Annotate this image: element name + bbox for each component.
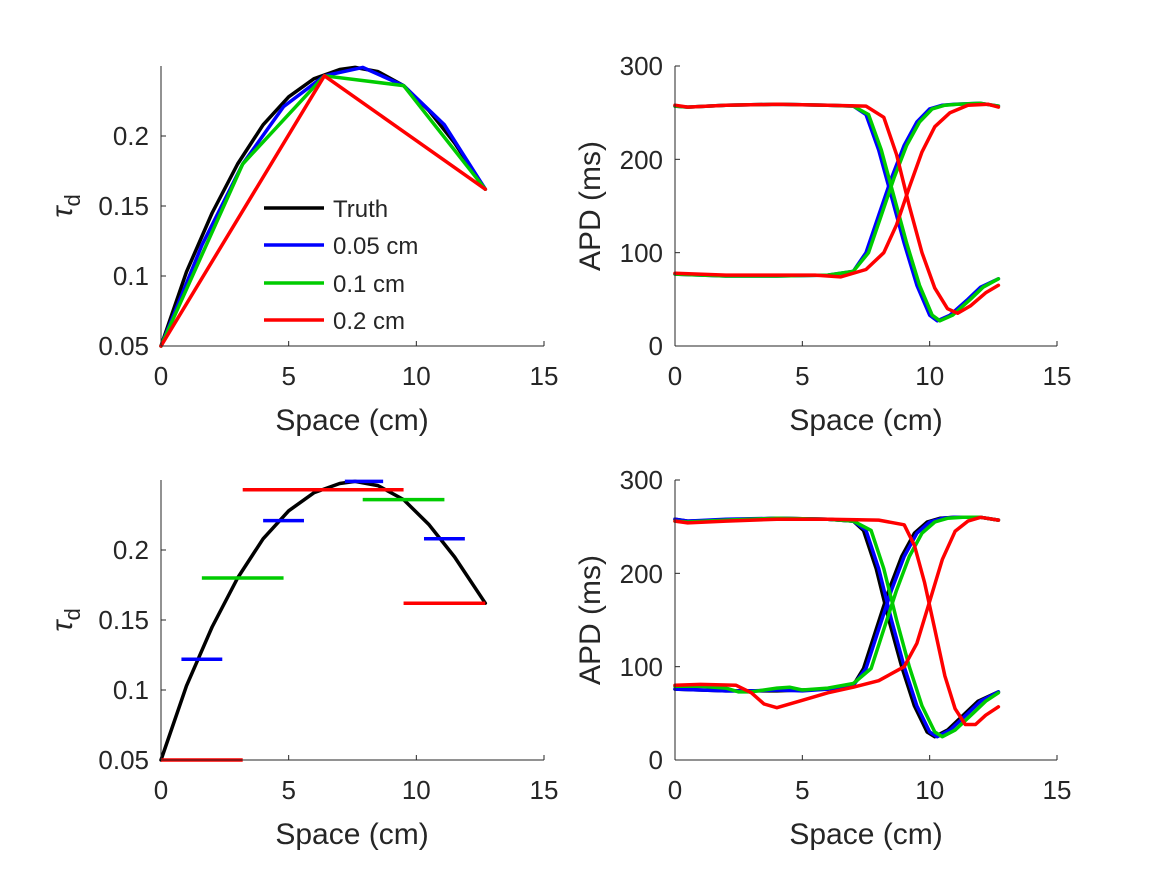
series-truth	[159, 479, 488, 762]
series-0-2-cm-lower	[673, 515, 1001, 710]
y-tick-label: 0	[649, 745, 663, 775]
x-tick-label: 15	[1043, 361, 1072, 391]
y-tick-label: 200	[620, 559, 663, 589]
series-0-2-cm-upper	[673, 102, 1001, 316]
tick-marks	[674, 479, 1058, 761]
series-0-05-cm-upper	[673, 102, 1001, 323]
x-tick-label: 5	[795, 775, 809, 805]
y-axis-symbol: τ	[46, 619, 79, 632]
series-0-05-cm-lower	[673, 101, 1001, 278]
x-tick-label: 5	[795, 361, 809, 391]
plot-tau-linear-lines	[159, 65, 488, 348]
x-tick-label: 5	[281, 361, 295, 391]
x-tick-label: 10	[402, 361, 431, 391]
x-tick-label: 15	[1043, 775, 1072, 805]
y-tick-label: 0.05	[98, 331, 149, 361]
y-tick-label: 0.1	[113, 675, 149, 705]
panel-tau-piecewise: 0 5 10 15 0.05 0.1 0.15 0.2 Space (cm) τ…	[46, 479, 559, 851]
plot-tau-piecewise-lines	[159, 479, 488, 762]
x-tick-label: 10	[915, 775, 944, 805]
y-tick-label: 300	[620, 465, 663, 495]
x-tick-label: 0	[154, 775, 168, 805]
y-axis-label: τd	[46, 608, 85, 631]
plot-apd-piecewise-lines	[673, 515, 1001, 739]
x-tick-label: 15	[530, 775, 559, 805]
series-0-1-cm-lower	[673, 101, 1001, 278]
legend: Truth 0.05 cm 0.1 cm 0.2 cm	[264, 196, 418, 335]
x-tick-label: 0	[668, 361, 682, 391]
legend-label: 0.2 cm	[333, 308, 405, 335]
x-tick-label: 15	[530, 361, 559, 391]
y-tick-label: 100	[620, 652, 663, 682]
y-axis-subscript: d	[60, 608, 85, 620]
y-tick-label: 0	[649, 331, 663, 361]
y-tick-label: 0.15	[98, 191, 149, 221]
x-tick-label: 10	[402, 775, 431, 805]
series-0-2-cm	[159, 74, 488, 348]
series-0-1-cm-lower	[673, 515, 1001, 694]
series-0-2-cm-upper	[673, 517, 1001, 727]
y-tick-label: 100	[620, 238, 663, 268]
legend-label: 0.1 cm	[333, 271, 405, 298]
y-tick-label: 200	[620, 145, 663, 175]
series-0-2-cm-lower	[673, 102, 1001, 279]
y-axis-label: APD (ms)	[574, 555, 607, 685]
x-axis-label: Space (cm)	[275, 818, 428, 851]
panel-apd-linear: 0 5 10 15 0 100 200 300 Space (cm) APD (…	[574, 51, 1071, 437]
series-0-05-cm-upper	[673, 516, 1001, 739]
x-axis-label: Space (cm)	[789, 818, 942, 851]
tick-marks	[674, 65, 1058, 347]
y-tick-label: 0.15	[98, 605, 149, 635]
y-axis-label: τd	[46, 194, 85, 217]
x-tick-label: 5	[281, 775, 295, 805]
series-0-1-cm-upper	[673, 102, 1001, 323]
x-axis-label: Space (cm)	[275, 404, 428, 437]
y-axis-symbol: τ	[46, 205, 79, 218]
y-tick-label: 0.2	[113, 535, 149, 565]
plot-apd-linear-lines	[673, 101, 1001, 323]
panel-tau-linear: 0 5 10 15 0.05 0.1 0.15 0.2 Space (cm) τ…	[46, 65, 559, 437]
y-axis-subscript: d	[60, 194, 85, 206]
y-tick-label: 0.2	[113, 121, 149, 151]
tick-marks	[160, 549, 545, 761]
series-truth-upper	[673, 516, 1001, 739]
legend-label: 0.05 cm	[333, 233, 418, 260]
tick-marks	[160, 135, 545, 347]
x-tick-label: 0	[154, 361, 168, 391]
y-tick-label: 300	[620, 51, 663, 81]
series-0-1-cm-upper	[673, 516, 1001, 739]
panel-apd-piecewise: 0 5 10 15 0 100 200 300 Space (cm) APD (…	[574, 465, 1071, 851]
y-tick-label: 0.1	[113, 261, 149, 291]
x-tick-label: 0	[668, 775, 682, 805]
y-axis-label: APD (ms)	[574, 141, 607, 271]
x-axis-label: Space (cm)	[789, 404, 942, 437]
y-tick-label: 0.05	[98, 745, 149, 775]
legend-label: Truth	[333, 196, 388, 223]
x-tick-label: 10	[915, 361, 944, 391]
